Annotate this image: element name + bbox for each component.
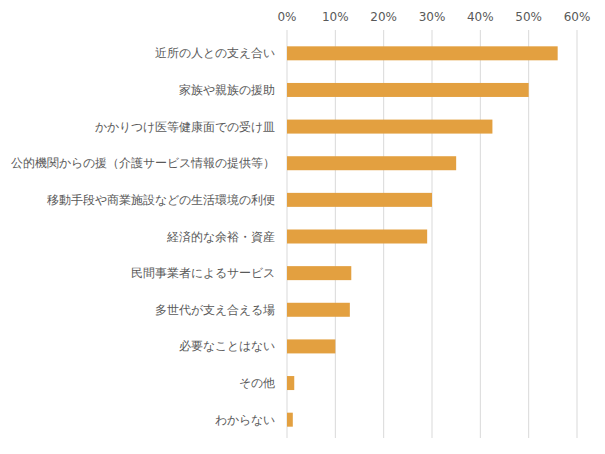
bar — [287, 339, 335, 353]
category-label: 家族や親族の援助 — [179, 83, 275, 97]
chart-svg: 0% 10% 20% 30% 40% 50% 60% 近所の人との支え合い家族や親族の援助かか… — [0, 0, 605, 454]
bar — [287, 303, 350, 317]
bar — [287, 193, 432, 207]
bar — [287, 376, 294, 390]
chart-container: 0% 10% 20% 30% 40% 50% 60% 近所の人との支え合い家族や親族の援助かか… — [0, 0, 605, 454]
tick-label: 40% — [467, 10, 494, 24]
category-label: 近所の人との支え合い — [155, 46, 275, 60]
category-label: かかりつけ医等健康面での受け皿 — [95, 120, 275, 134]
category-label: 必要なことはない — [179, 339, 275, 353]
bar — [287, 156, 456, 170]
bar — [287, 230, 427, 244]
category-label: その他 — [239, 376, 275, 390]
tick-label: 50% — [515, 10, 542, 24]
bars — [287, 46, 558, 426]
grid-line — [577, 30, 578, 438]
category-label: わからない — [215, 413, 275, 427]
category-label: 経済的な余裕・資産 — [166, 230, 275, 244]
tick-label: 60% — [564, 10, 591, 24]
bar — [287, 83, 529, 97]
tick-label: 30% — [419, 10, 446, 24]
tick-label: 20% — [370, 10, 397, 24]
bar — [287, 266, 351, 280]
tick-label: 0% — [277, 10, 296, 24]
bar — [287, 46, 558, 60]
grid — [287, 30, 577, 438]
category-label: 移動手段や商業施設などの生活環境の利便 — [47, 193, 275, 207]
bar — [287, 413, 293, 427]
bar — [287, 120, 492, 134]
tick-label: 10% — [322, 10, 349, 24]
category-label: 公的機関からの援（介護サービス情報の提供等） — [11, 156, 275, 170]
category-label: 多世代が支え合える場 — [155, 303, 275, 317]
category-label: 民間事業者によるサービス — [131, 266, 275, 280]
